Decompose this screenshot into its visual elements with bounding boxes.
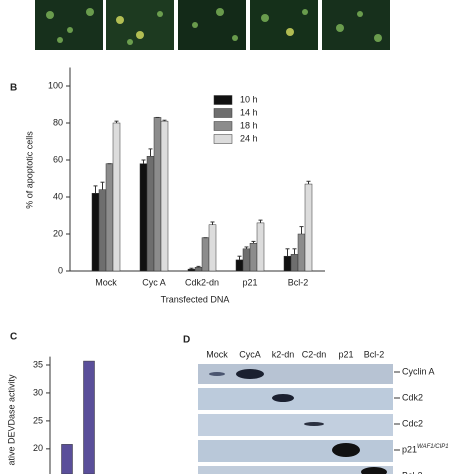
error-bar [100, 181, 105, 190]
legend-label: 10 h [240, 94, 258, 104]
y-axis-label: % of apoptotic cells [24, 131, 34, 209]
bar [208, 224, 217, 272]
row-label: Bcl-2 [402, 470, 423, 474]
bar [201, 237, 210, 272]
panel-label: D [183, 335, 190, 346]
error-bar [141, 159, 146, 164]
bar [249, 243, 258, 272]
bar [283, 255, 292, 272]
bar [153, 117, 162, 272]
row-label: Cdk2 [402, 392, 423, 402]
y-tick-label: 80 [53, 117, 63, 127]
x-tick-label: Bcl-2 [288, 277, 309, 287]
x-tick-label: Cdk2-dn [185, 277, 219, 287]
lane-label: k2-dn [272, 349, 295, 359]
y-tick-label: 20 [33, 443, 43, 453]
lane-label: CycA [239, 349, 261, 359]
x-tick-label: Cyc A [142, 277, 166, 287]
row-label: Cdc2 [402, 418, 423, 428]
lane-label: p21 [338, 349, 353, 359]
error-bar [306, 180, 311, 185]
error-bar [210, 221, 215, 225]
bar [112, 122, 121, 272]
bar [256, 222, 265, 272]
error-bar [93, 185, 98, 194]
legend-label: 14 h [240, 107, 258, 117]
x-axis-label: Transfected DNA [161, 294, 230, 304]
row-label: Cyclin A [402, 366, 435, 376]
bar [91, 193, 100, 272]
charts: B % of apoptotic cells Transfected DNA 0 20 4… [6, 67, 325, 474]
bar [242, 248, 251, 272]
legend-swatch [213, 134, 233, 144]
micrographs [35, 0, 390, 50]
legend-label: 18 h [240, 120, 258, 130]
y-tick-label: 25 [33, 415, 43, 425]
y-tick-label: 0 [58, 265, 63, 275]
error-bar [196, 265, 201, 268]
row-label: p21WAF1/CIP1 [402, 444, 449, 455]
error-bar [292, 248, 297, 255]
error-bar [285, 248, 290, 257]
error-bar [244, 246, 249, 249]
error-bar [251, 240, 256, 244]
western-blot: D Mock CycA k2-dn C2-dn p21 Bcl-2 Cyclin A Cdk… [183, 335, 449, 474]
legend-swatch [213, 121, 233, 131]
y-tick-label: 30 [33, 387, 43, 397]
bar [187, 268, 196, 272]
bar [160, 120, 169, 272]
error-bar [189, 267, 194, 270]
lane-labels: Mock CycA k2-dn C2-dn p21 Bcl-2 [206, 349, 384, 359]
y-tick-label: 35 [33, 359, 43, 369]
panel-label: B [10, 83, 17, 94]
error-bar [237, 255, 242, 260]
error-bar [299, 226, 304, 234]
bar [83, 360, 95, 474]
bar [194, 267, 203, 272]
bar [105, 163, 114, 272]
legend-swatch [213, 95, 233, 105]
y-axis-label: ative DEVDase activity [6, 374, 16, 466]
legend-label: 24 h [240, 133, 258, 143]
x-tick-label: p21 [242, 277, 257, 287]
error-bar [258, 219, 263, 223]
error-bar [114, 120, 119, 123]
y-tick-label: 20 [53, 228, 63, 238]
lane-label: C2-dn [302, 349, 327, 359]
row-label-superscript: WAF1/CIP1 [417, 444, 449, 450]
y-tick-label: 40 [53, 191, 63, 201]
lane-label: Bcl-2 [364, 349, 385, 359]
bar [98, 189, 107, 272]
row-labels: Cyclin A Cdk2 Cdc2 p21WAF1/CIP1 Bcl-2 [394, 366, 449, 474]
bar [235, 259, 244, 272]
bar [290, 254, 299, 272]
y-tick-label: 100 [48, 80, 63, 90]
error-bar [148, 148, 153, 157]
bar [139, 163, 148, 272]
bar [146, 156, 155, 272]
legend-swatch [213, 108, 233, 118]
bar [61, 444, 73, 474]
bar [297, 233, 306, 272]
y-tick-label: 60 [53, 154, 63, 164]
bar [304, 183, 313, 272]
x-tick-label: Mock [95, 277, 117, 287]
panel-label: C [10, 332, 17, 343]
lane-label: Mock [206, 349, 228, 359]
error-bar [162, 119, 167, 122]
